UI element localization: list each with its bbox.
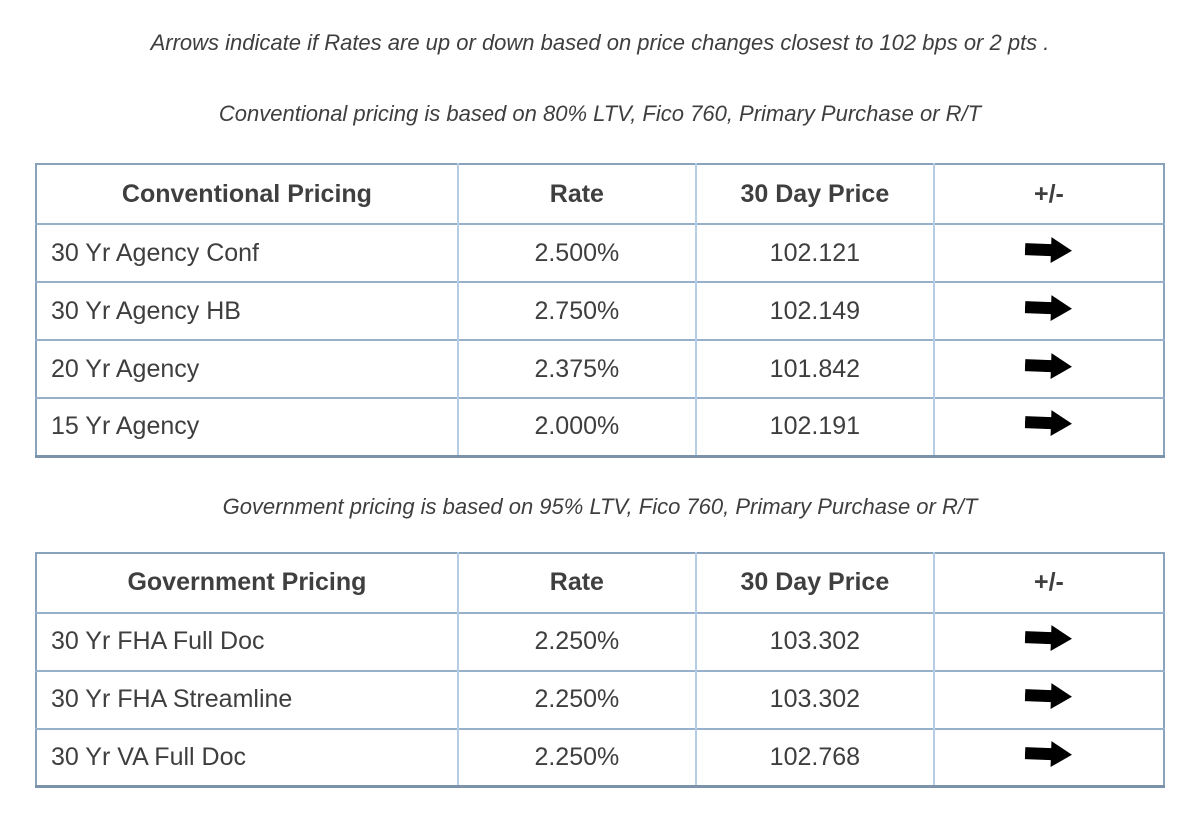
right-arrow-icon: [1024, 739, 1073, 769]
price-value: 101.842: [694, 339, 934, 398]
price-value: 102.768: [694, 727, 934, 787]
rate-value: 2.000%: [456, 397, 696, 456]
table-row: 30 Yr Agency HB 2.750% 102.149: [36, 281, 1164, 340]
arrows-note: Arrows indicate if Rates are up or down …: [150, 30, 1050, 55]
rate-value: 2.250%: [456, 611, 696, 671]
rate-value: 2.375%: [456, 339, 696, 398]
price-value: 102.149: [694, 281, 934, 340]
table-row: 30 Yr FHA Streamline 2.250% 103.302: [36, 669, 1164, 729]
rate-column-header: Rate: [456, 164, 696, 224]
conventional-pricing-table: Conventional Pricing Rate 30 Day Price +…: [35, 163, 1165, 458]
right-arrow-icon: [1024, 623, 1073, 653]
government-pricing-table: Government Pricing Rate 30 Day Price +/-…: [35, 551, 1165, 788]
change-cell: [932, 397, 1164, 456]
change-cell: [932, 223, 1164, 282]
product-name: 15 Yr Agency: [36, 397, 458, 456]
product-name: 30 Yr Agency Conf: [36, 223, 458, 282]
product-name: 30 Yr FHA Full Doc: [36, 611, 458, 671]
change-cell: [932, 339, 1164, 398]
price-column-header: 30 Day Price: [694, 552, 934, 613]
table-row: 30 Yr Agency Conf 2.500% 102.121: [36, 223, 1164, 282]
table-header-row: Conventional Pricing Rate 30 Day Price +…: [36, 164, 1164, 224]
price-column-header: 30 Day Price: [694, 164, 934, 224]
right-arrow-icon: [1024, 681, 1073, 711]
product-name: 30 Yr Agency HB: [36, 281, 458, 340]
price-value: 102.121: [694, 223, 934, 282]
change-cell: [932, 669, 1164, 729]
change-cell: [932, 611, 1164, 671]
right-arrow-icon: [1024, 293, 1073, 323]
change-column-header: +/-: [932, 552, 1164, 613]
price-value: 103.302: [694, 669, 934, 729]
table-row: 30 Yr FHA Full Doc 2.250% 103.302: [36, 611, 1164, 671]
price-value: 103.302: [694, 611, 934, 671]
change-cell: [932, 727, 1164, 787]
rate-value: 2.750%: [456, 281, 696, 340]
table-row: 20 Yr Agency 2.375% 101.842: [36, 339, 1164, 398]
product-name: 20 Yr Agency: [36, 339, 458, 398]
rate-sheet-page: Arrows indicate if Rates are up or down …: [0, 30, 1200, 788]
conventional-pricing-column-header: Conventional Pricing: [36, 164, 458, 224]
rate-value: 2.500%: [456, 223, 696, 282]
conventional-note: Conventional pricing is based on 80% LTV…: [218, 101, 982, 126]
product-name: 30 Yr FHA Streamline: [36, 669, 458, 729]
right-arrow-icon: [1024, 235, 1073, 265]
change-column-header: +/-: [932, 164, 1164, 224]
government-note: Government pricing is based on 95% LTV, …: [222, 493, 978, 519]
table-header-row: Government Pricing Rate 30 Day Price +/-: [36, 552, 1164, 613]
government-pricing-column-header: Government Pricing: [36, 552, 458, 613]
rate-column-header: Rate: [456, 552, 696, 613]
rate-value: 2.250%: [456, 727, 696, 787]
right-arrow-icon: [1024, 351, 1073, 381]
right-arrow-icon: [1024, 408, 1073, 438]
table-row: 30 Yr VA Full Doc 2.250% 102.768: [36, 727, 1164, 787]
price-value: 102.191: [694, 397, 934, 456]
product-name: 30 Yr VA Full Doc: [36, 727, 458, 787]
table-row: 15 Yr Agency 2.000% 102.191: [36, 397, 1164, 456]
change-cell: [932, 281, 1164, 340]
rate-value: 2.250%: [456, 669, 696, 729]
